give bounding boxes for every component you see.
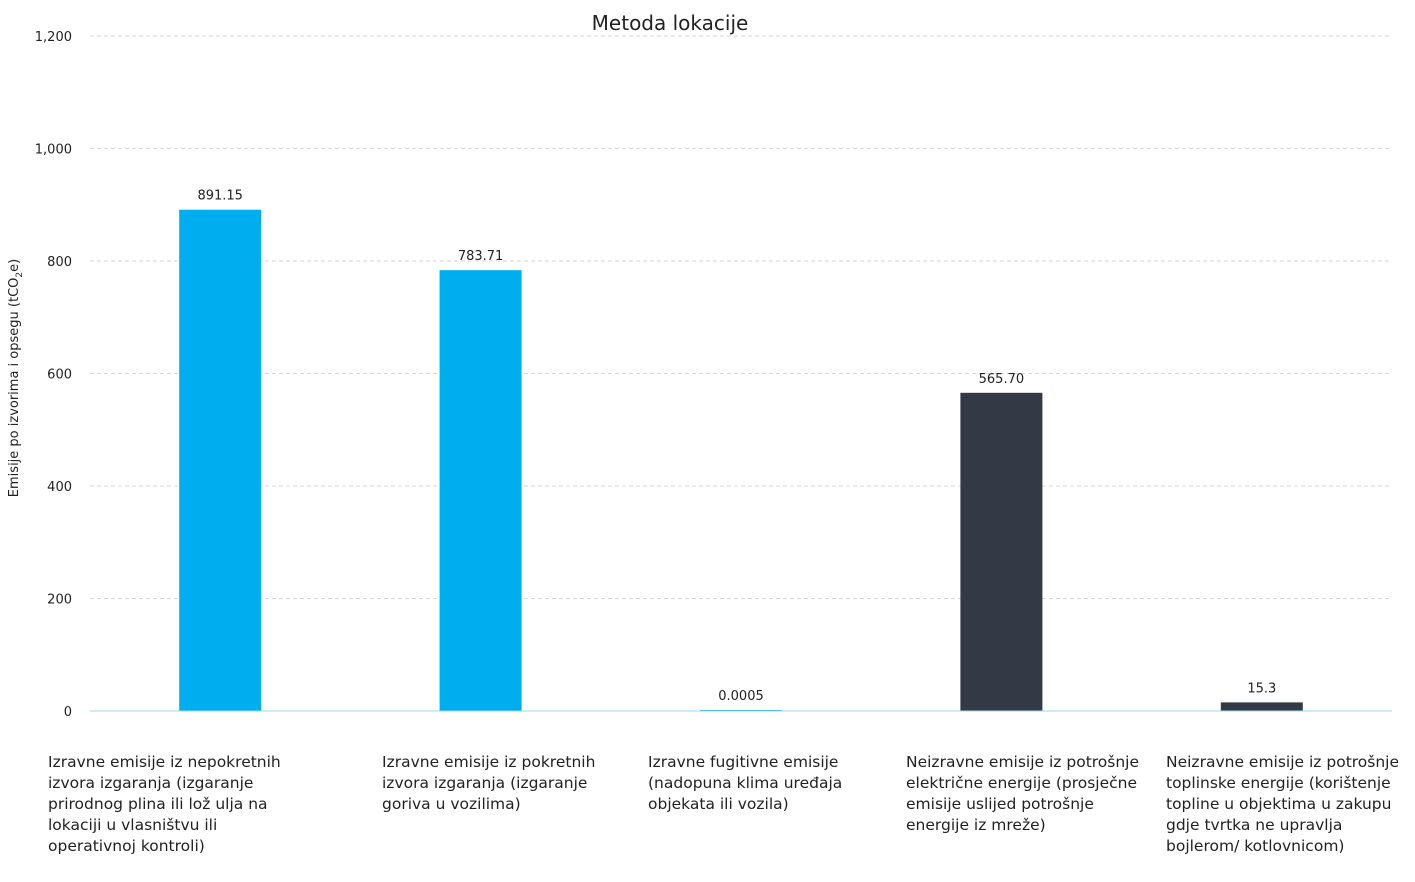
y-tick-label: 600 xyxy=(47,368,72,383)
y-axis-ticks: 0 200 400 600 800 1,000 1,200 xyxy=(35,30,72,720)
y-tick-label: 0 xyxy=(64,705,72,720)
bar-value-label: 783.71 xyxy=(458,249,504,264)
bar-value-label: 891.15 xyxy=(197,189,243,204)
x-category-label: Neizravne emisije iz potrošnje električn… xyxy=(906,753,1140,834)
bar xyxy=(179,209,262,711)
bar-value-label: 15.3 xyxy=(1247,681,1276,696)
bar xyxy=(1220,702,1303,711)
gridlines xyxy=(90,35,1392,599)
bars xyxy=(179,209,1303,711)
x-category-label: Izravne fugitivne emisije (nadopuna klim… xyxy=(648,753,843,813)
bar xyxy=(960,392,1043,711)
bar-value-label: 0.0005 xyxy=(718,689,764,704)
y-tick-label: 200 xyxy=(47,593,72,608)
bar xyxy=(439,270,522,711)
y-tick-label: 400 xyxy=(47,480,72,495)
value-labels: 891.15 783.71 0.0005 565.70 15.3 xyxy=(197,189,1276,704)
y-tick-label: 800 xyxy=(47,255,72,270)
y-tick-label: 1,000 xyxy=(35,143,72,158)
bar-value-label: 565.70 xyxy=(979,372,1025,387)
chart-title: Metoda lokacije xyxy=(592,11,749,35)
x-category-label: Izravne emisije iz nepokretnih izvora iz… xyxy=(48,753,281,855)
y-axis-label: Emisije po izvorima i opsegu (tCO2e) xyxy=(7,258,25,498)
y-tick-label: 1,200 xyxy=(35,30,72,45)
x-category-label: Izravne emisije iz pokretnih izvora izga… xyxy=(382,753,596,813)
x-category-label: Neizravne emisije iz potrošnje toplinske… xyxy=(1166,753,1400,855)
